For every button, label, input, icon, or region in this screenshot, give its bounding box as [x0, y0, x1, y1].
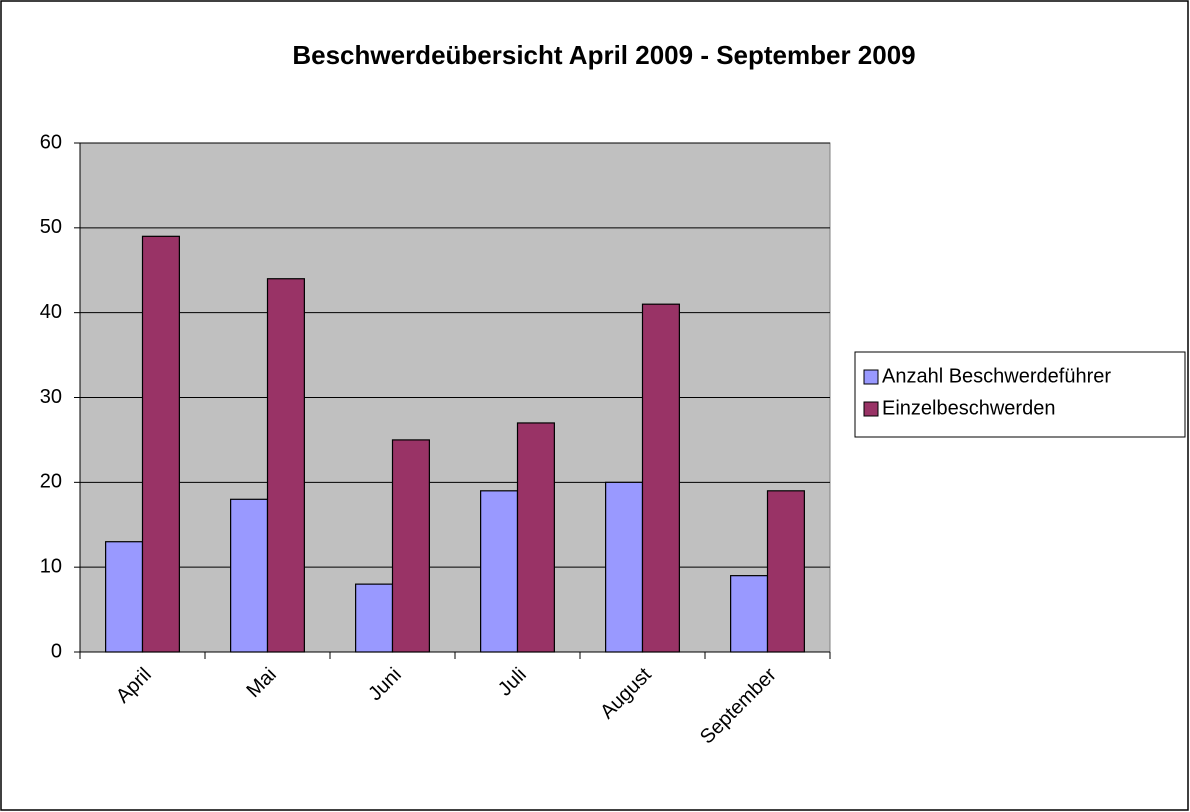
- bar: [355, 583, 394, 653]
- legend-swatch: [863, 401, 879, 417]
- bar: [141, 235, 180, 653]
- legend-label: Einzelbeschwerden: [882, 397, 1055, 419]
- bar: [266, 278, 305, 653]
- bar: [480, 490, 519, 653]
- bar: [230, 498, 269, 653]
- bar: [605, 481, 644, 653]
- bar: [105, 541, 144, 653]
- y-tick-label: 50: [40, 216, 62, 238]
- y-tick-label: 10: [40, 555, 62, 577]
- legend-label: Anzahl Beschwerdeführer: [882, 365, 1111, 387]
- bar: [730, 575, 769, 653]
- y-tick-label: 40: [40, 301, 62, 323]
- y-tick-label: 20: [40, 471, 62, 493]
- bar: [766, 490, 805, 653]
- bar: [391, 439, 430, 653]
- chart-title: Beschwerdeübersicht April 2009 - Septemb…: [292, 40, 915, 70]
- y-tick-label: 30: [40, 386, 62, 408]
- y-tick-label: 60: [40, 131, 62, 153]
- y-tick-label: 0: [51, 640, 62, 662]
- bar: [641, 303, 680, 653]
- legend-box: [854, 351, 1186, 438]
- legend-swatch: [863, 369, 879, 385]
- bar: [516, 422, 555, 653]
